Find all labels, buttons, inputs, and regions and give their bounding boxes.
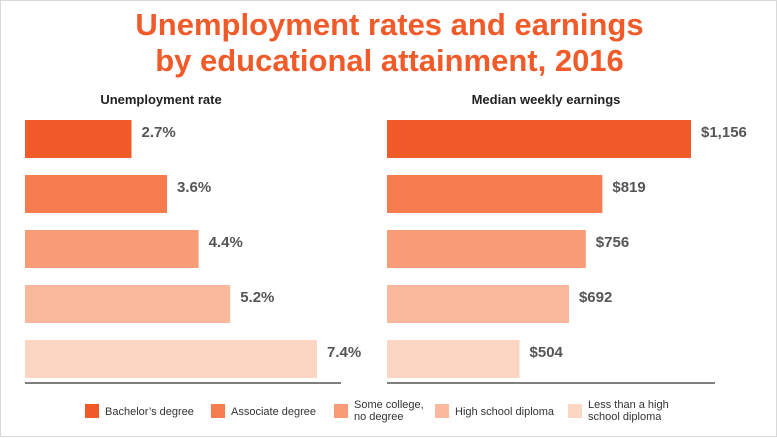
legend-swatch: [435, 404, 449, 418]
earnings-value-label: $819: [612, 179, 645, 196]
unemployment-bar: [25, 175, 168, 213]
earnings-panel-title: Median weekly earnings: [472, 92, 621, 107]
earnings-value-label: $504: [530, 344, 564, 361]
unemployment-bar: [25, 230, 199, 268]
earnings-value-label: $1,156: [701, 124, 747, 141]
legend-label: High school diploma: [455, 406, 555, 418]
earnings-value-label: $692: [579, 289, 612, 306]
earnings-bar: [387, 175, 603, 213]
unemployment-bar: [25, 285, 231, 323]
unemployment-panel-title: Unemployment rate: [100, 92, 221, 107]
unemployment-value-label: 3.6%: [177, 179, 211, 196]
earnings-bar: [387, 340, 520, 378]
earnings-value-label: $756: [596, 234, 629, 251]
unemployment-value-label: 7.4%: [327, 344, 361, 361]
unemployment-value-label: 4.4%: [209, 234, 243, 251]
legend-swatch: [85, 404, 99, 418]
legend-label: Less than a high: [588, 399, 669, 411]
chart-title-line-1: Unemployment rates and earnings: [135, 7, 644, 42]
legend-label: school diploma: [588, 411, 662, 423]
legend-swatch: [568, 404, 582, 418]
unemployment-bar: [25, 120, 132, 158]
earnings-bar: [387, 285, 569, 323]
earnings-bar: [387, 230, 586, 268]
legend-swatch: [334, 404, 348, 418]
legend-label: Some college,: [354, 399, 424, 411]
chart-title: Unemployment rates and earnings by educa…: [1, 7, 777, 79]
legend-label: Associate degree: [231, 406, 316, 418]
legend-label: Bachelor’s degree: [105, 406, 194, 418]
legend-swatch: [211, 404, 225, 418]
unemployment-value-label: 5.2%: [240, 289, 274, 306]
earnings-bar: [387, 120, 691, 158]
unemployment-value-label: 2.7%: [142, 124, 176, 141]
unemployment-bar: [25, 340, 317, 378]
chart-title-line-2: by educational attainment, 2016: [155, 43, 624, 78]
legend-label: no degree: [354, 411, 404, 423]
